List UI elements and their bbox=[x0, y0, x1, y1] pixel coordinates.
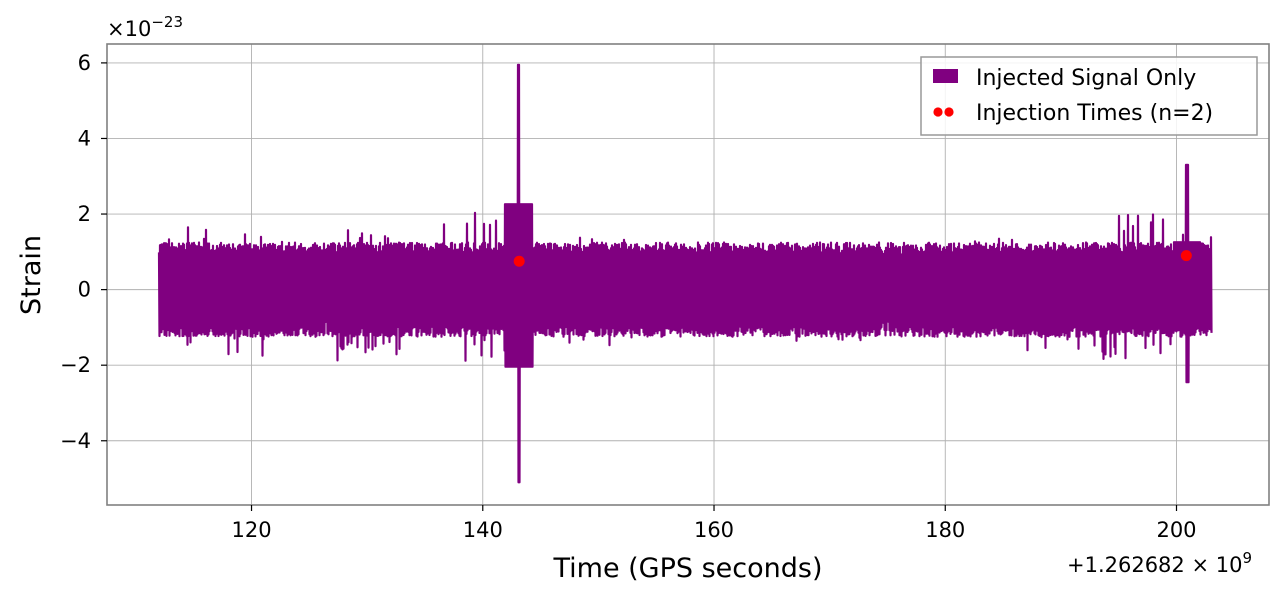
legend-injection-marker-b bbox=[944, 107, 954, 117]
y-tick-label: −2 bbox=[60, 353, 91, 377]
legend-signal-swatch bbox=[933, 69, 958, 83]
legend-signal-label: Injected Signal Only bbox=[976, 66, 1196, 91]
legend-injection-marker-a bbox=[933, 107, 943, 117]
x-tick-label: 160 bbox=[694, 518, 734, 542]
y-tick-label: −4 bbox=[60, 429, 91, 453]
y-tick-label: 2 bbox=[78, 202, 91, 226]
y-scale-factor: ×10−23 bbox=[107, 13, 183, 41]
legend-box bbox=[920, 56, 1258, 136]
y-tick-label: 0 bbox=[78, 278, 91, 302]
legend-injection-label: Injection Times (n=2) bbox=[976, 101, 1213, 126]
y-axis-ticks: 6 4 2 0 −2 −4 bbox=[60, 51, 107, 453]
y-tick-label: 6 bbox=[78, 51, 91, 75]
x-axis-label: Time (GPS seconds) bbox=[552, 553, 822, 584]
legend: Injected Signal Only Injection Times (n=… bbox=[920, 56, 1258, 136]
x-tick-label: 140 bbox=[463, 518, 503, 542]
injected-signal-line bbox=[157, 63, 1213, 484]
injection-time-point bbox=[1180, 250, 1192, 262]
x-tick-label: 180 bbox=[925, 518, 965, 542]
plot-frame bbox=[106, 43, 1270, 506]
injection-markers bbox=[513, 250, 1192, 267]
x-axis-ticks: 120 140 160 180 200 bbox=[231, 505, 1197, 542]
signal-series bbox=[157, 63, 1213, 484]
x-offset-label: +1.262682 × 109 bbox=[1067, 549, 1252, 577]
x-tick-label: 120 bbox=[231, 518, 271, 542]
y-tick-label: 4 bbox=[78, 126, 91, 150]
injection-time-point bbox=[513, 255, 525, 267]
x-tick-label: 200 bbox=[1156, 518, 1196, 542]
y-axis-label: Strain bbox=[16, 235, 47, 315]
